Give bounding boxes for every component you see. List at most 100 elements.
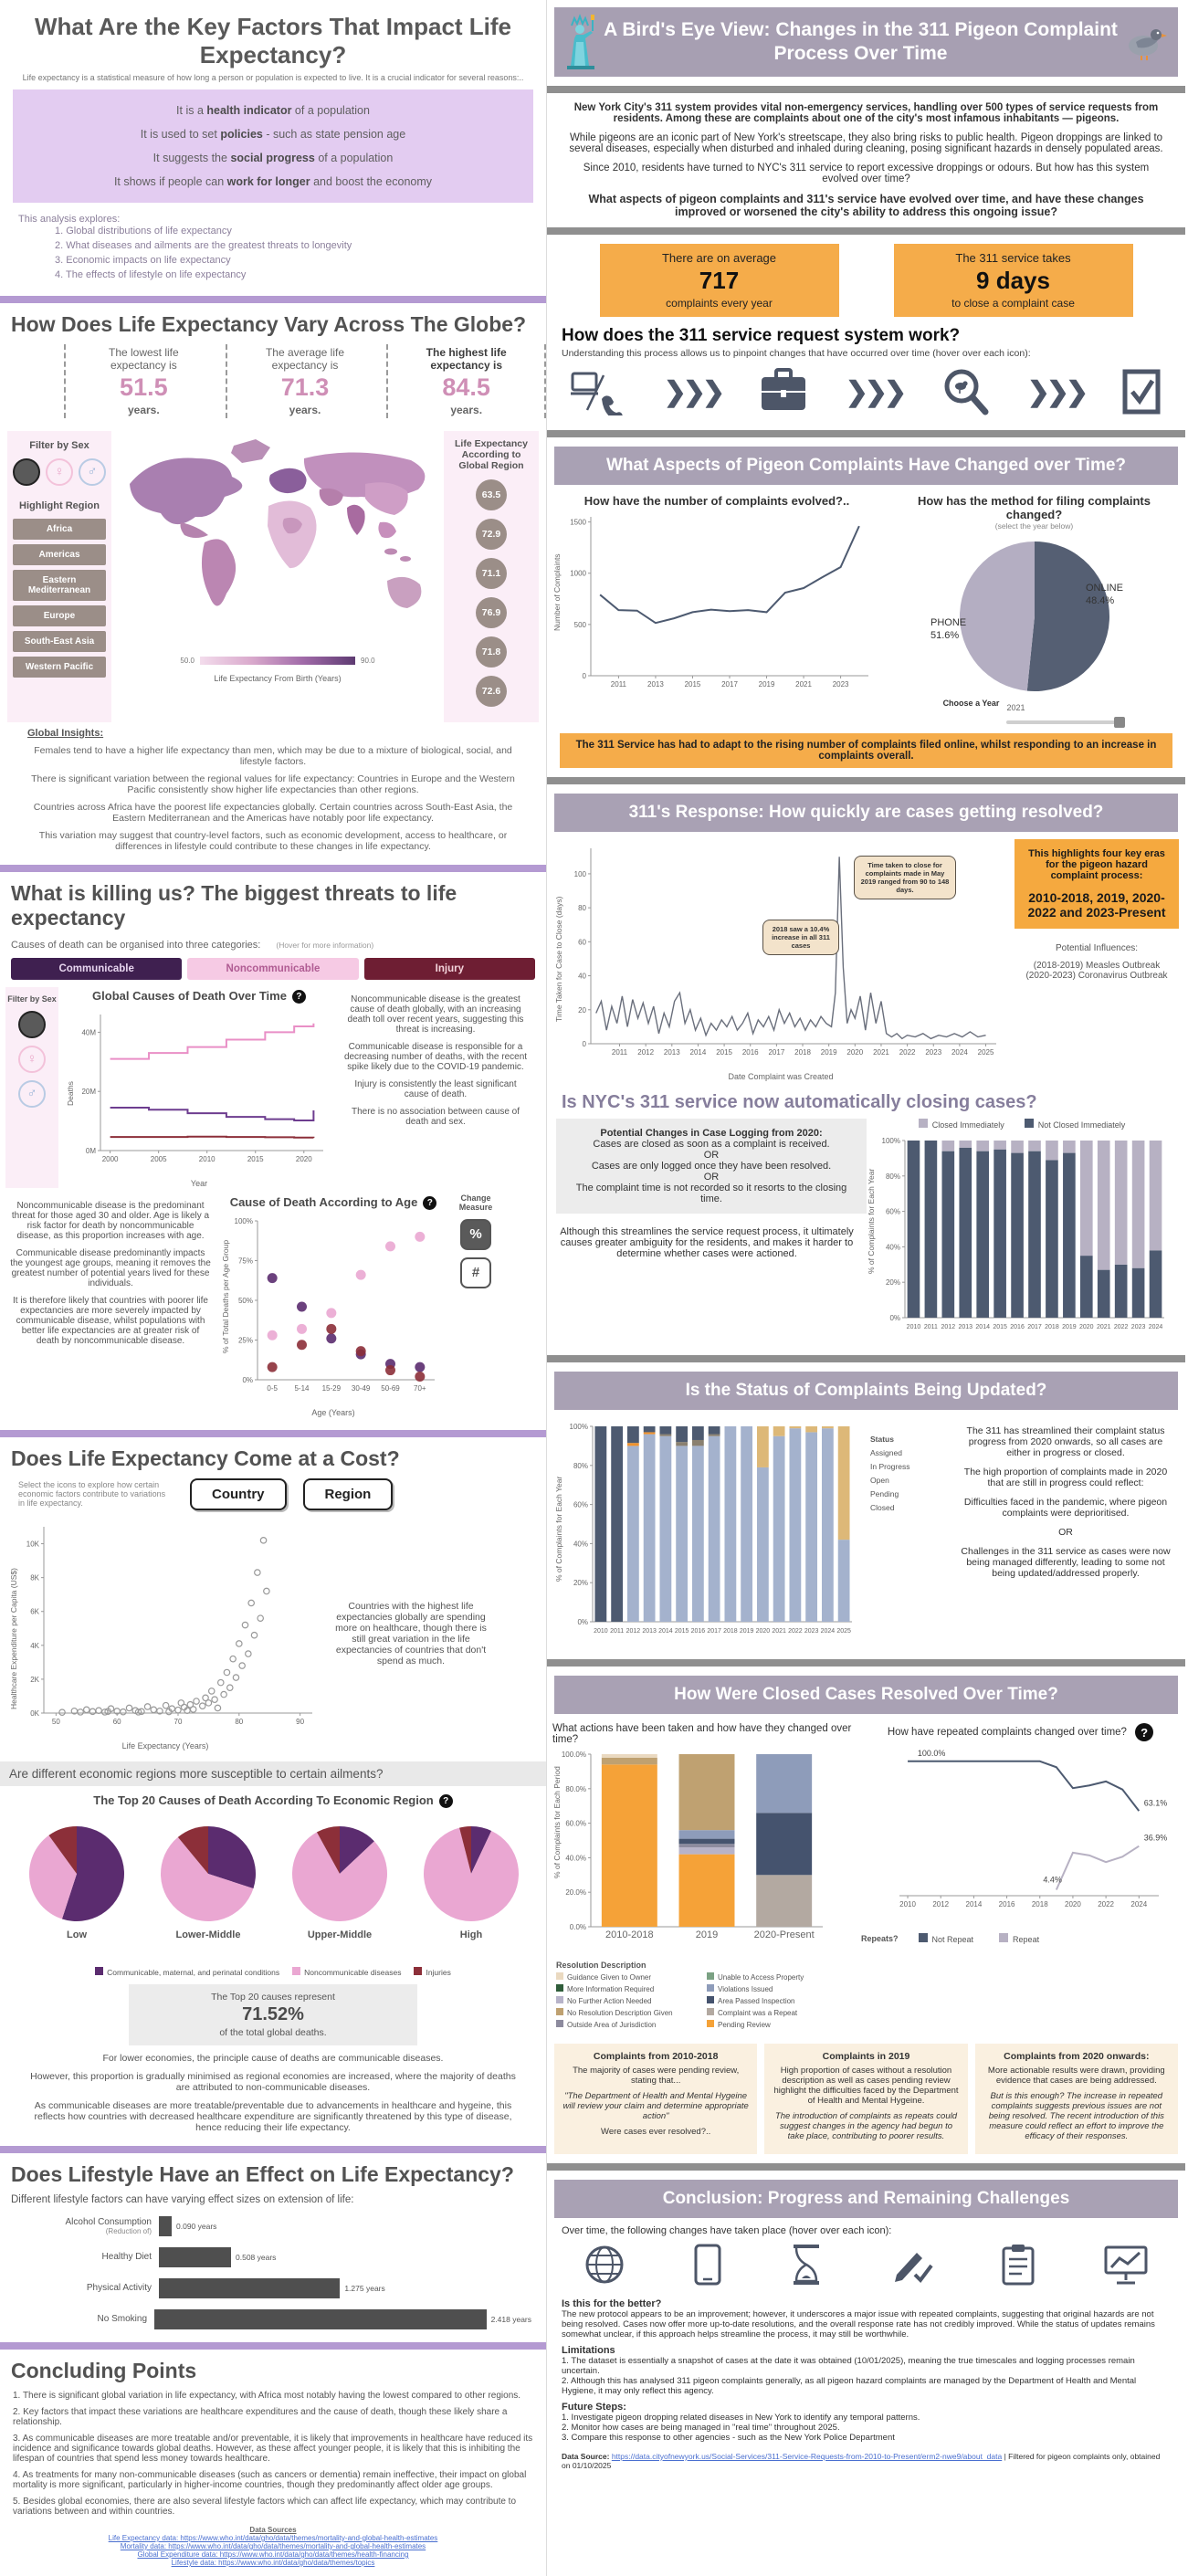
hourglass-icon[interactable] [790, 2244, 823, 2286]
region-button[interactable]: Europe [13, 605, 106, 626]
globe-icon[interactable] [583, 2244, 626, 2286]
sex-filter-female-button[interactable]: ♀ [18, 1045, 46, 1073]
region-button[interactable]: Africa [13, 518, 106, 540]
region-value-circle[interactable]: 71.1 [476, 557, 507, 589]
smartphone-icon[interactable] [694, 2244, 721, 2286]
bar[interactable] [154, 2308, 487, 2329]
source-link[interactable]: Lifestyle data: https://www.who.int/data… [171, 2558, 375, 2567]
chart-title: How have repeated complaints changed ove… [887, 1727, 1127, 1739]
svg-text:2016: 2016 [691, 1628, 706, 1635]
percent-button[interactable]: % [460, 1218, 491, 1250]
region-button[interactable]: Region [302, 1477, 394, 1510]
sex-filter-all-button[interactable] [13, 457, 40, 486]
box-title: Complaints from 2020 onwards: [1004, 2051, 1150, 2062]
pill-injury[interactable]: Injury [363, 957, 535, 980]
pencil-check-icon[interactable] [891, 2244, 933, 2286]
bar[interactable] [159, 2277, 341, 2298]
legend-item: Injuries [414, 1966, 451, 1977]
region-value-circle[interactable]: 71.8 [476, 636, 507, 668]
sex-filter-female-button[interactable]: ♀ [46, 457, 73, 486]
econ-pie-legend: Communicable, maternal, and perinatal co… [0, 1966, 546, 1977]
svg-text:100%: 100% [882, 1137, 900, 1145]
svg-text:2024: 2024 [821, 1628, 836, 1635]
cost-scatter-svg[interactable]: 0K 2K 4K 6K 8K 10K 50 60 70 80 90 [5, 1518, 325, 1737]
intro-block: New York City's 311 system provides vita… [567, 102, 1165, 218]
svg-text:2017: 2017 [1027, 1324, 1042, 1330]
sex-filter-male-button[interactable]: ♂ [79, 457, 106, 486]
help-icon[interactable]: ? [438, 1793, 453, 1808]
repeats-chart: How have repeated complaints changed ove… [861, 1723, 1180, 2035]
svg-text:30-49: 30-49 [352, 1384, 371, 1393]
help-icon[interactable]: ? [291, 989, 306, 1004]
region-value-circle[interactable]: 72.6 [476, 675, 507, 707]
chart-title: What actions have been taken and how hav… [552, 1723, 852, 1745]
stat-average: The average life expectancy is 71.3 year… [225, 343, 384, 418]
region-value-circle[interactable]: 76.9 [476, 596, 507, 628]
svg-text:2016: 2016 [742, 1048, 759, 1057]
source-link[interactable]: Mortality data: https://www.who.int/data… [120, 2541, 426, 2550]
region-button[interactable]: Western Pacific [13, 656, 106, 678]
legend-item: In Progress [870, 1462, 910, 1471]
pill-noncommunicable[interactable]: Noncommunicable [187, 957, 359, 980]
region-button[interactable]: Americas [13, 543, 106, 565]
region-button[interactable]: Eastern Mediterranean [13, 569, 106, 601]
status-note: Difficulties faced in the pandemic, wher… [963, 1497, 1168, 1519]
data-source-link[interactable]: https://data.cityofnewyork.us/Social-Ser… [611, 2452, 1003, 2461]
world-map[interactable]: 50.0 90.0 Life Expectancy From Birth (Ye… [117, 431, 438, 722]
country-button[interactable]: Country [190, 1477, 287, 1510]
region-button[interactable]: South-East Asia [13, 630, 106, 652]
source-link[interactable]: Global Expenditure data: https://www.who… [137, 2550, 409, 2559]
bar[interactable] [159, 2246, 232, 2267]
legend-item: No Further Action Needed [556, 1996, 699, 2005]
age-scatter-svg[interactable]: 0% 25% 50% 75% 100% 0-5 5-14 15-29 30-49 50-69 70+ [219, 1212, 447, 1404]
clipboard-icon[interactable] [1002, 2244, 1035, 2286]
svg-text:2017: 2017 [707, 1628, 721, 1635]
top20-box: The Top 20 causes represent 71.52% of th… [129, 1983, 417, 2045]
pill-communicable[interactable]: Communicable [11, 957, 183, 980]
y-axis-label: Healthcare Expenditure per Capita (US$) [9, 1567, 18, 1709]
year-slider[interactable] [1006, 717, 1126, 728]
completed-checklist-icon[interactable] [1121, 368, 1162, 415]
legend-item: Not Repeat [918, 1933, 973, 1944]
svg-text:20%: 20% [573, 1579, 588, 1587]
region-value-circle[interactable]: 72.9 [476, 518, 507, 550]
auto-closing-paragraph: Although this streamlines the service re… [560, 1226, 854, 1259]
svg-text:2011: 2011 [610, 1628, 624, 1635]
svg-text:100%: 100% [235, 1217, 253, 1225]
svg-text:2013: 2013 [664, 1048, 680, 1057]
response-line-svg[interactable]: 0 20 40 60 80 100 2011 2012 2013 2014 2015 2016 2017… [552, 839, 1009, 1067]
econ-pies-svg[interactable]: Low Lower-Middle Upper-Middle High [8, 1810, 538, 1965]
change-measure-label: Change Measure [458, 1193, 493, 1212]
status-bars-svg[interactable]: 0%20%40%60%80%100%2010 2011 2012 2013 2014 20… [554, 1417, 865, 1645]
inspection-magnifier-icon[interactable] [940, 366, 991, 417]
help-icon[interactable]: ? [1135, 1723, 1154, 1741]
help-icon[interactable]: ? [423, 1195, 437, 1210]
svg-text:ONLINE: ONLINE [1086, 583, 1123, 594]
complaints-line-svg[interactable]: 0 500 1000 1500 2011 2013 2015 2017 2019 2021 2023 [552, 508, 881, 699]
svg-text:2021: 2021 [795, 680, 812, 689]
briefcase-icon[interactable] [758, 368, 809, 415]
response-time-chart: Time Taken for Case to Close (days) 0 20 4… [552, 839, 1009, 1081]
deaths-over-time-svg[interactable]: 0M 20M 40M 2000 2005 2010 2015 2020 [62, 1005, 336, 1174]
sex-filter-male-button[interactable]: ♂ [18, 1079, 46, 1108]
age-notes: Noncommunicable disease is the predomina… [5, 1193, 216, 1417]
sex-filter-all-button[interactable] [18, 1010, 46, 1038]
svg-text:1000: 1000 [570, 570, 586, 578]
bar[interactable] [159, 2215, 172, 2236]
section-divider [0, 295, 546, 303]
slider-knob[interactable] [1114, 717, 1126, 728]
region-value-circle[interactable]: 63.5 [476, 478, 507, 510]
number-button[interactable]: # [460, 1256, 491, 1288]
box-2019: Complaints in 2019 High proportion of ca… [764, 2044, 968, 2154]
source-link[interactable]: Life Expectancy data: https://www.who.in… [108, 2533, 438, 2542]
closed-bars-svg[interactable]: 0%20%40%60%80%100%2010 2011 2012 2013 2014 20… [867, 1131, 1177, 1341]
resolution-bars-svg[interactable]: 0.0% 20.0% 40.0% 60.0% 80.0% 100.0% 2010-2018 2… [552, 1745, 836, 1950]
laptop-phone-icon[interactable] [571, 368, 627, 415]
economic-toggle-row: Select the icons to explore how certain … [18, 1477, 528, 1510]
repeats-line-svg[interactable]: 2010 2012 2014 2016 2018 2020 2022 2024 100.0% 63… [861, 1741, 1172, 1919]
legend-color-chip [999, 1933, 1009, 1942]
cost-section-title: Does Life Expectancy Come at a Cost? [11, 1446, 400, 1470]
chart-screen-icon[interactable] [1103, 2244, 1149, 2286]
